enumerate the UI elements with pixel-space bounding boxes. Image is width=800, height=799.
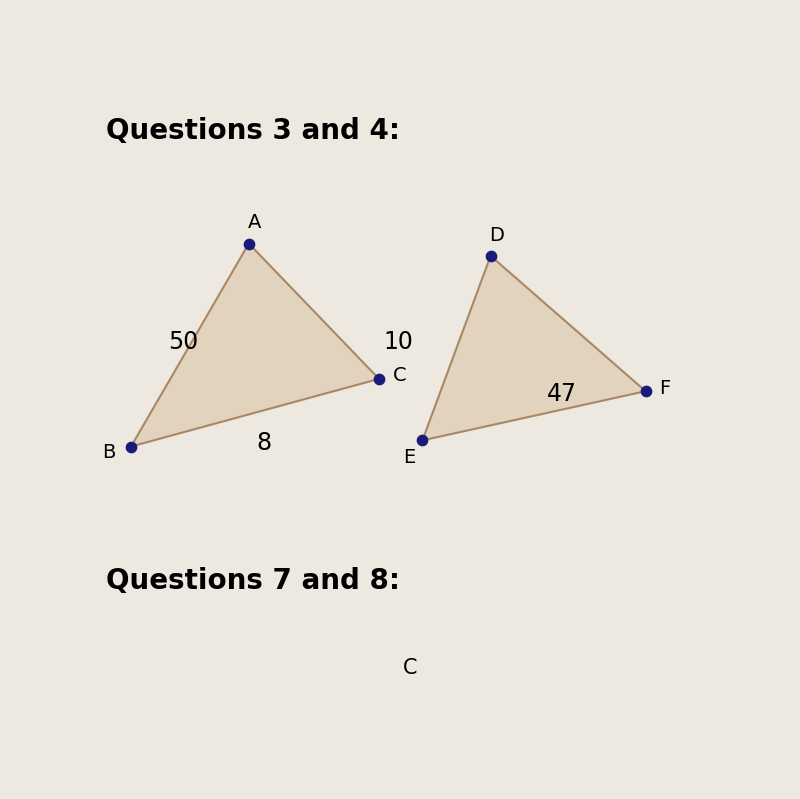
Point <box>125 440 138 453</box>
Point <box>242 237 255 250</box>
Point <box>416 434 429 447</box>
Point <box>484 249 497 262</box>
Point <box>639 385 652 398</box>
Text: F: F <box>659 379 670 398</box>
Text: 47: 47 <box>547 382 577 406</box>
Polygon shape <box>422 256 646 440</box>
Point <box>373 372 386 385</box>
Text: 8: 8 <box>257 431 272 455</box>
Text: Questions 7 and 8:: Questions 7 and 8: <box>106 566 400 594</box>
Polygon shape <box>131 244 379 447</box>
Text: C: C <box>393 366 406 385</box>
Text: C: C <box>402 658 418 678</box>
Text: D: D <box>490 226 504 244</box>
Text: E: E <box>402 447 415 467</box>
Text: Questions 3 and 4:: Questions 3 and 4: <box>106 117 400 145</box>
Text: 50: 50 <box>169 330 199 354</box>
Text: 10: 10 <box>383 330 413 354</box>
Text: B: B <box>102 443 115 462</box>
Text: A: A <box>248 213 262 233</box>
